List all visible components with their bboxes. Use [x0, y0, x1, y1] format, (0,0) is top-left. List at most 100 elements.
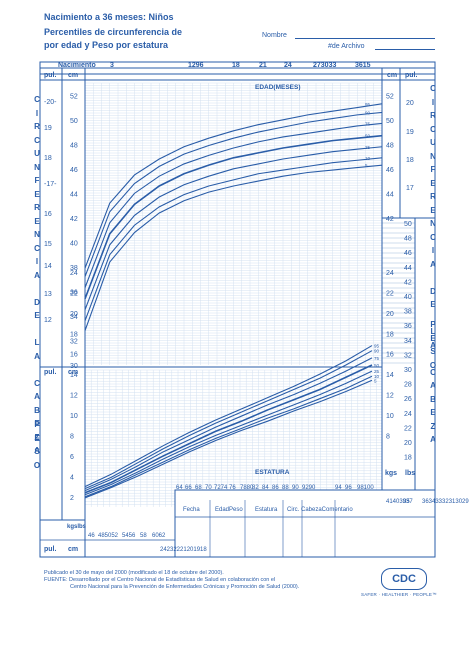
head-curve-p90	[84, 111, 383, 277]
head-cm-tick-right: 44	[386, 191, 394, 198]
unit-kgslbs: kgslbs	[67, 524, 87, 530]
head-curve-p25	[84, 146, 383, 311]
footer-published: Publicado el 30 de mayo del 2000 (modifi…	[44, 570, 224, 576]
unit-cm-right: cm	[387, 72, 397, 79]
head-in-tick-right: 18	[406, 157, 414, 164]
weight-curve-label: 10	[374, 374, 380, 379]
top-axis-tick: 1296	[188, 62, 204, 69]
head-in-tick-left: 16	[44, 211, 52, 218]
weight-curve-label: 50	[374, 363, 380, 368]
top-axis-tick: 273033	[313, 62, 336, 69]
weight-lb-tick-right: 44	[404, 265, 412, 272]
length-tick-mid: 84	[262, 485, 269, 491]
head-cm-tick-left: 48	[70, 142, 78, 149]
weight-kg-tick-left: 2	[70, 495, 74, 502]
weight-kg-tick-left: 12	[70, 393, 78, 400]
head-cm-tick-left: 52	[70, 93, 78, 100]
head-curve-label: 50	[365, 134, 371, 139]
record-table	[174, 489, 436, 558]
weight-lb-tick-right: 28	[404, 382, 412, 389]
cdc-logo: CDC	[381, 568, 427, 590]
head-in-tick-right: 19	[406, 129, 414, 136]
weight-lb-tick-right: 40	[404, 294, 412, 301]
weight-curve-p25	[84, 370, 373, 496]
length-tick-mid: 66	[185, 485, 192, 491]
unit-pul-bottom: pul.	[44, 546, 56, 553]
weight-curve-label: 5	[374, 378, 377, 383]
right-in-tick: 36343332313029	[422, 499, 469, 505]
head-in-tick-right: 20	[406, 100, 414, 107]
length-tick-mid: 82	[252, 485, 259, 491]
head-cm-tick-left: 50	[70, 118, 78, 125]
head-cm-tick-right: 46	[386, 167, 394, 174]
weight-lb-tick-right: 32	[404, 352, 412, 359]
title-line-1: Nacimiento a 36 meses: Niños	[44, 12, 174, 22]
weight-kg-tick-left: 14	[70, 372, 78, 379]
length-tick: 58	[140, 533, 147, 539]
head-in-tick-left: -17-	[44, 181, 57, 188]
name-label: Nombre	[262, 32, 287, 39]
unit-cm-bottom: cm	[68, 546, 78, 553]
head-curve-p5	[84, 164, 383, 331]
head-cm-tick-right: 42	[386, 216, 394, 223]
weight-kg-tick-right: 22	[386, 290, 394, 297]
head-cm-tick-left: 32	[70, 338, 78, 345]
weight-lb-tick-right: 26	[404, 396, 412, 403]
weight-curve-p10	[84, 375, 373, 498]
weight-lb-tick-right: 24	[404, 411, 412, 418]
weight-curve-label: 95	[374, 344, 380, 349]
weight-kg-tick-left: 8	[70, 433, 74, 440]
weight-kg-tick-right: 16	[386, 352, 394, 359]
head-in-tick-right: 17	[406, 185, 414, 192]
record-field-line[interactable]	[375, 49, 435, 50]
name-field-line[interactable]	[295, 38, 435, 39]
head-curve-label: 75	[365, 121, 371, 126]
head-curve-label: 25	[365, 145, 371, 150]
head-x-label: EDAD(MESES)	[255, 84, 301, 91]
head-curve-p50	[84, 134, 383, 300]
head-curve-label: 10	[365, 156, 371, 161]
weight-curve-label: 25	[374, 369, 380, 374]
weight-lb-tick-right: 48	[404, 236, 412, 243]
head-in-tick-left: 13	[44, 291, 52, 298]
head-cm-tick-left: 36	[70, 289, 78, 296]
length-tick-mid: 70	[205, 485, 212, 491]
top-axis-tick: 3615	[355, 62, 371, 69]
top-axis-title: Nacimiento	[58, 62, 96, 69]
unit-lbs-right: lbs	[405, 470, 415, 477]
weight-kg-tick-left: 20	[70, 311, 78, 318]
weight-kg-tick-right: 12	[386, 393, 394, 400]
weight-lb-tick-right: 36	[404, 323, 412, 330]
unit-kgs-right: kgs	[385, 470, 397, 477]
length-tick: 485052	[98, 533, 119, 539]
length-tick-mid: 9290	[302, 485, 316, 491]
head-cm-tick-right: 50	[386, 118, 394, 125]
weight-lb-tick-right: 22	[404, 425, 412, 432]
unit-pul-left: pul.	[44, 72, 56, 79]
weight-kg-tick-left: 22	[70, 290, 78, 297]
length-tick-mid: 64	[176, 485, 183, 491]
length-tick-mid: 94	[335, 485, 342, 491]
weight-curve-label: 90	[374, 349, 380, 354]
head-curve-label: 5	[365, 163, 368, 168]
head-curve-p75	[84, 122, 383, 288]
top-axis-tick: 18	[232, 62, 240, 69]
weight-lb-tick-right: 30	[404, 367, 412, 374]
weight-curve-p95	[84, 345, 373, 488]
weight-curve-p5	[84, 379, 373, 499]
head-in-tick-left: 15	[44, 241, 52, 248]
weight-lb-tick-right: 42	[404, 279, 412, 286]
right-in-tick: 35	[403, 499, 410, 505]
length-tick: 6062	[152, 533, 166, 539]
unit-box	[39, 519, 86, 558]
title-line-3: por edad y Peso por estatura	[44, 40, 169, 50]
weight-kg-tick-left: 16	[70, 352, 78, 359]
weight-kg-tick-left: 24	[70, 270, 78, 277]
weight-curve-p75	[84, 357, 373, 492]
length-in-tick: 24232221201918	[160, 547, 207, 553]
weight-lb-tick-right: 46	[404, 250, 412, 257]
weight-kg-tick-right: 10	[386, 413, 394, 420]
